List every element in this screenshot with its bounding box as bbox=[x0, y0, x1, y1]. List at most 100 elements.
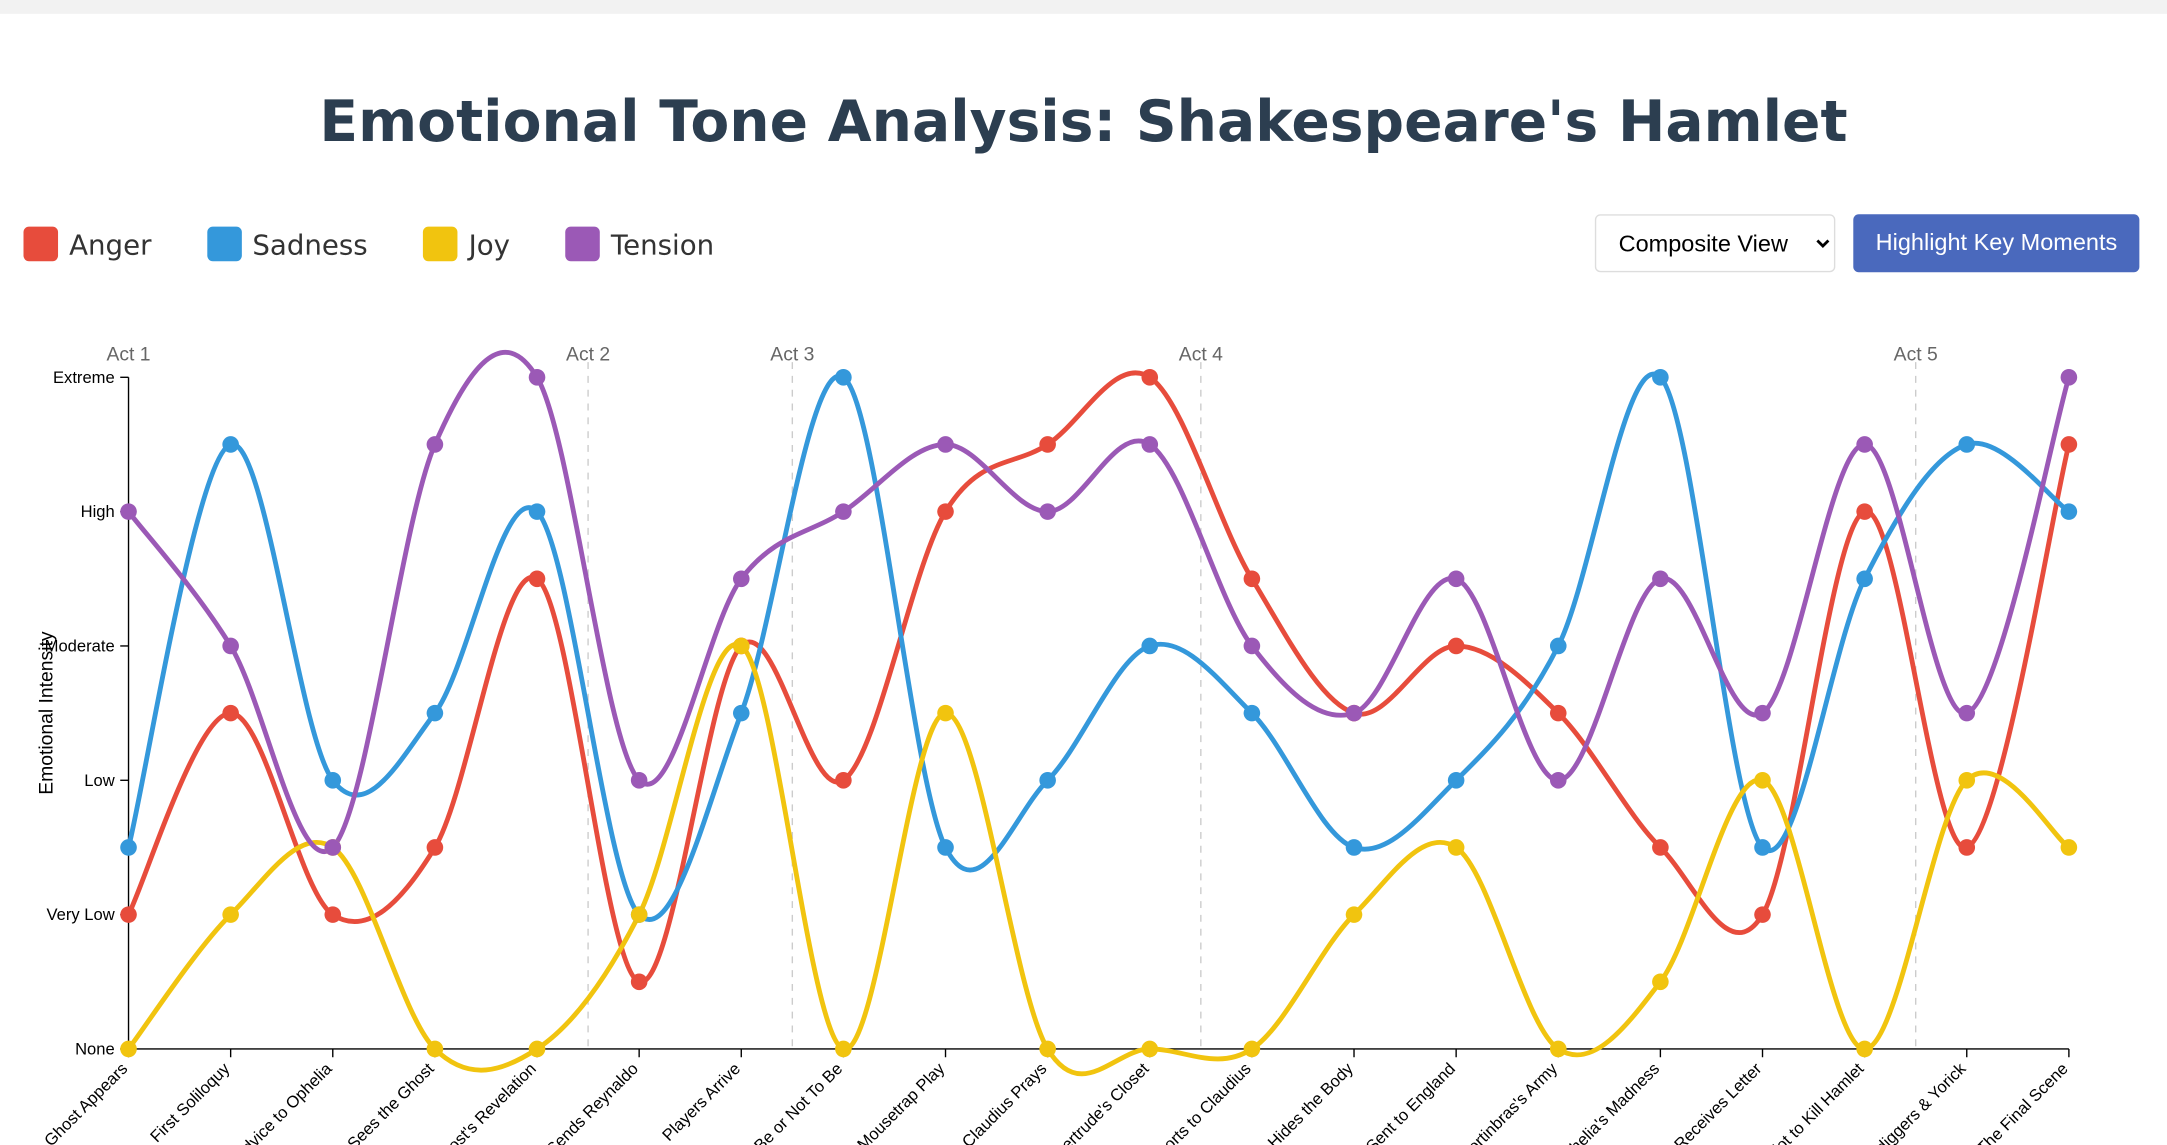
data-point bbox=[937, 503, 954, 520]
legend-label: Sadness bbox=[252, 227, 368, 261]
legend-item[interactable]: Sadness bbox=[206, 226, 368, 262]
data-point bbox=[1345, 839, 1363, 856]
y-tick-label: High bbox=[81, 502, 115, 521]
data-point bbox=[1652, 839, 1669, 856]
data-point bbox=[1549, 704, 1567, 722]
data-point bbox=[1754, 704, 1771, 722]
data-point bbox=[937, 839, 954, 856]
y-tick-label: None bbox=[75, 1039, 115, 1058]
data-point bbox=[120, 503, 137, 520]
legend-item[interactable]: Joy bbox=[422, 226, 511, 262]
act-label: Act 1 bbox=[107, 344, 151, 366]
data-point bbox=[120, 1040, 137, 1058]
legend-swatch bbox=[422, 226, 458, 262]
data-point bbox=[1652, 570, 1669, 588]
data-point bbox=[1549, 637, 1567, 655]
data-point bbox=[1856, 436, 1873, 453]
x-tick-label: Ophelia's Madness bbox=[1550, 1059, 1663, 1145]
data-point bbox=[324, 906, 342, 923]
data-point bbox=[937, 436, 954, 453]
data-point bbox=[426, 436, 444, 453]
legend-label: Anger bbox=[69, 227, 152, 261]
data-point bbox=[1652, 973, 1669, 991]
x-tick-label: Players Arrive bbox=[658, 1059, 744, 1145]
data-point bbox=[732, 570, 750, 588]
data-point bbox=[222, 637, 239, 655]
y-tick-label: Very Low bbox=[47, 905, 116, 924]
data-point bbox=[1958, 704, 1976, 722]
y-tick-label: Moderate bbox=[45, 636, 115, 655]
data-point bbox=[1243, 704, 1261, 722]
series-line bbox=[126, 371, 2071, 922]
data-point bbox=[528, 503, 546, 520]
y-tick-label: Low bbox=[84, 771, 115, 790]
data-point bbox=[120, 839, 137, 856]
data-point bbox=[426, 1040, 444, 1058]
legend-item[interactable]: Anger bbox=[23, 226, 152, 262]
series-line bbox=[126, 349, 2072, 854]
data-point bbox=[324, 839, 342, 856]
x-tick-label: Advice to Ophelia bbox=[230, 1059, 336, 1145]
data-point bbox=[630, 771, 648, 789]
data-point bbox=[1754, 906, 1771, 923]
data-point bbox=[1243, 1040, 1261, 1058]
data-point bbox=[1447, 839, 1465, 856]
top-bar bbox=[0, 0, 2167, 14]
data-point bbox=[1856, 1040, 1873, 1058]
data-point bbox=[528, 368, 546, 386]
data-point bbox=[1039, 1040, 1056, 1058]
legend-swatch bbox=[206, 226, 242, 262]
x-tick-label: Claudius Prays bbox=[958, 1059, 1050, 1145]
act-label: Act 4 bbox=[1179, 344, 1223, 366]
data-point bbox=[732, 704, 750, 722]
highlight-button[interactable]: Highlight Key Moments bbox=[1853, 214, 2140, 273]
data-point bbox=[222, 704, 239, 722]
chart-title: Emotional Tone Analysis: Shakespeare's H… bbox=[319, 88, 1848, 155]
data-point bbox=[1141, 436, 1159, 453]
x-tick-label: Mousetrap Play bbox=[853, 1059, 948, 1145]
data-point bbox=[1652, 368, 1669, 386]
view-select[interactable]: Composite View bbox=[1595, 214, 1836, 273]
legend-item[interactable]: Tension bbox=[565, 226, 714, 262]
x-tick-label: Fortinbras's Army bbox=[1457, 1059, 1562, 1145]
data-point bbox=[1039, 503, 1056, 520]
data-point bbox=[1958, 436, 1976, 453]
y-tick-label: Extreme bbox=[53, 368, 115, 387]
act-label: Act 5 bbox=[1894, 344, 1938, 366]
data-point bbox=[1447, 570, 1465, 588]
data-point bbox=[1549, 771, 1567, 789]
act-label: Act 3 bbox=[770, 344, 814, 366]
data-point bbox=[835, 503, 852, 520]
data-point bbox=[835, 1040, 852, 1058]
data-point bbox=[937, 704, 954, 722]
series-line bbox=[126, 370, 2072, 985]
data-point bbox=[1958, 771, 1976, 789]
x-tick-label: The Final Scene bbox=[1973, 1059, 2072, 1145]
data-point bbox=[1141, 368, 1159, 386]
data-point bbox=[1141, 637, 1159, 655]
data-point bbox=[732, 637, 750, 655]
data-point bbox=[1549, 1040, 1567, 1058]
data-point bbox=[426, 704, 444, 722]
data-point bbox=[120, 906, 137, 923]
legend: Anger Sadness Joy Tension bbox=[23, 226, 714, 262]
data-point bbox=[2060, 436, 2078, 453]
data-point bbox=[222, 436, 239, 453]
data-point bbox=[1856, 503, 1873, 520]
act-label: Act 2 bbox=[566, 344, 610, 366]
data-point bbox=[528, 570, 546, 588]
x-tick-label: To Be or Not To Be bbox=[735, 1059, 847, 1145]
x-tick-label: First Soliloquy bbox=[146, 1059, 234, 1145]
data-point bbox=[2060, 839, 2078, 856]
x-tick-label: Ghost Appears bbox=[40, 1059, 131, 1145]
data-point bbox=[1447, 771, 1465, 789]
data-point bbox=[1447, 637, 1465, 655]
data-point bbox=[1754, 771, 1771, 789]
data-point bbox=[426, 839, 444, 856]
legend-label: Joy bbox=[468, 227, 511, 261]
data-point bbox=[1345, 704, 1363, 722]
legend-swatch bbox=[23, 226, 59, 262]
